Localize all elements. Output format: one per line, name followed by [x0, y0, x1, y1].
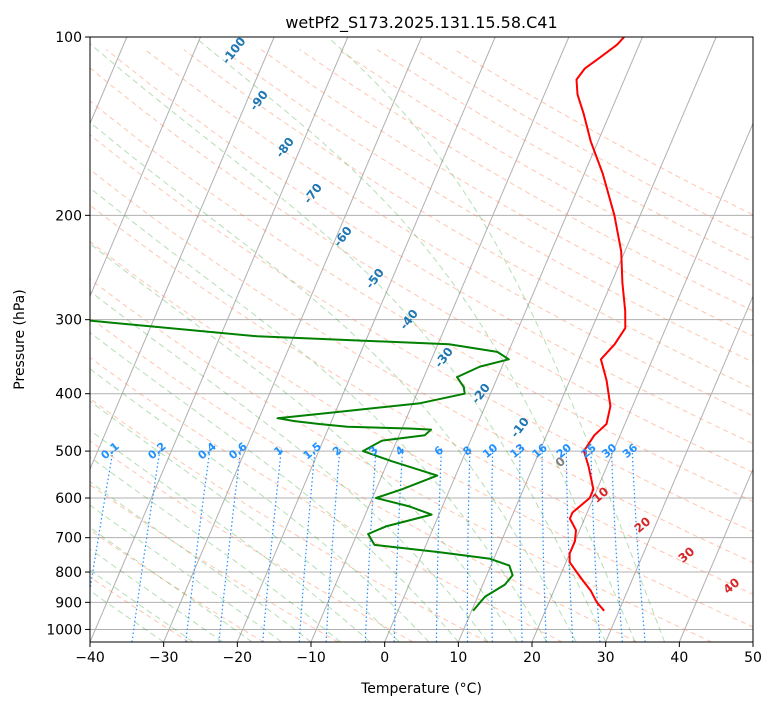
dry-adiabat [90, 204, 753, 595]
dry-adiabat [90, 278, 712, 642]
y-tick-label: 500 [55, 444, 82, 460]
dry-adiabat [144, 49, 753, 417]
moist-adiabat [90, 569, 194, 642]
x-tick-label: 20 [523, 650, 541, 666]
isotherm-line [605, 295, 753, 642]
x-tick-label: −30 [149, 650, 179, 666]
x-tick-label: 40 [670, 650, 688, 666]
data-lines [90, 37, 627, 612]
moist-adiabat [90, 400, 400, 642]
dry-adiabat [90, 67, 753, 473]
y-tick-label: 400 [55, 387, 82, 403]
chart-title: wetPf2_S173.2025.131.15.58.C41 [285, 13, 557, 33]
moist-adiabat [90, 590, 164, 642]
moist-adiabat [90, 331, 459, 642]
moist-adiabat [90, 504, 282, 642]
isotherm-line [90, 37, 201, 298]
isotherm-line [457, 37, 717, 642]
plot-frame [89, 36, 754, 643]
x-tick-label: 0 [380, 650, 389, 666]
isotherm-line [90, 37, 349, 642]
y-axis-label: Pressure (hPa) [12, 289, 28, 389]
y-tick-label: 100 [55, 30, 82, 46]
moist-adiabat [90, 481, 312, 642]
y-tick-label: 300 [55, 313, 82, 329]
isotherm-line [90, 37, 275, 471]
dry-adiabat [90, 484, 339, 642]
dry-adiabat [90, 317, 638, 642]
x-axis-label: Temperature (°C) [360, 681, 482, 697]
moist-adiabat [90, 526, 253, 642]
temperature-profile-line [568, 37, 627, 612]
y-tick-label: 800 [55, 565, 82, 581]
y-tick-label: 1000 [46, 622, 82, 638]
moist-adiabat [90, 242, 518, 642]
isotherm-line [163, 37, 422, 642]
x-tick-label: −20 [223, 650, 253, 666]
dry-adiabat [222, 49, 753, 363]
y-tick-label: 900 [55, 595, 82, 611]
dry-adiabat [90, 356, 563, 642]
x-tick-label: 10 [449, 650, 467, 666]
mixing-ratio-line [541, 448, 547, 642]
moist-adiabat [327, 37, 666, 642]
moist-adiabat [90, 290, 489, 642]
moist-adiabat [90, 548, 223, 642]
mixing-ratio-line [466, 448, 471, 642]
y-tick-label: 700 [55, 531, 82, 547]
mixing-ratio-line [519, 448, 523, 642]
x-tick-label: −40 [75, 650, 105, 666]
y-tick-label: 600 [55, 491, 82, 507]
x-tick-label: 50 [744, 650, 762, 666]
moist-adiabat [90, 456, 341, 642]
mixing-ratio-line [435, 448, 443, 642]
dry-adiabat [90, 100, 753, 503]
moist-adiabat [90, 42, 607, 642]
isotherm-line [678, 467, 753, 642]
x-tick-label: −10 [296, 650, 326, 666]
isotherm-line [310, 37, 570, 642]
x-tick-label: 30 [597, 650, 615, 666]
dry-adiabat [90, 398, 488, 642]
background-lines [90, 37, 753, 642]
isotherm-line [384, 37, 643, 642]
dry-adiabat [90, 440, 414, 642]
moist-adiabat [90, 121, 577, 642]
dry-adiabat [90, 240, 753, 628]
dewpoint-profile-line [90, 319, 514, 612]
dry-adiabat [90, 168, 753, 564]
isotherm-line [236, 37, 496, 642]
y-tick-label: 200 [55, 208, 82, 224]
axes-ticks: −40 −30 −20 −10 0 10 20 30 40 50 100 200 300 400 500 60… [46, 30, 762, 666]
dry-adiabat [90, 134, 753, 533]
moist-adiabat [90, 429, 371, 642]
moist-adiabat [194, 37, 636, 642]
mixing-ratio-line [490, 448, 494, 642]
dry-adiabat [299, 49, 753, 312]
